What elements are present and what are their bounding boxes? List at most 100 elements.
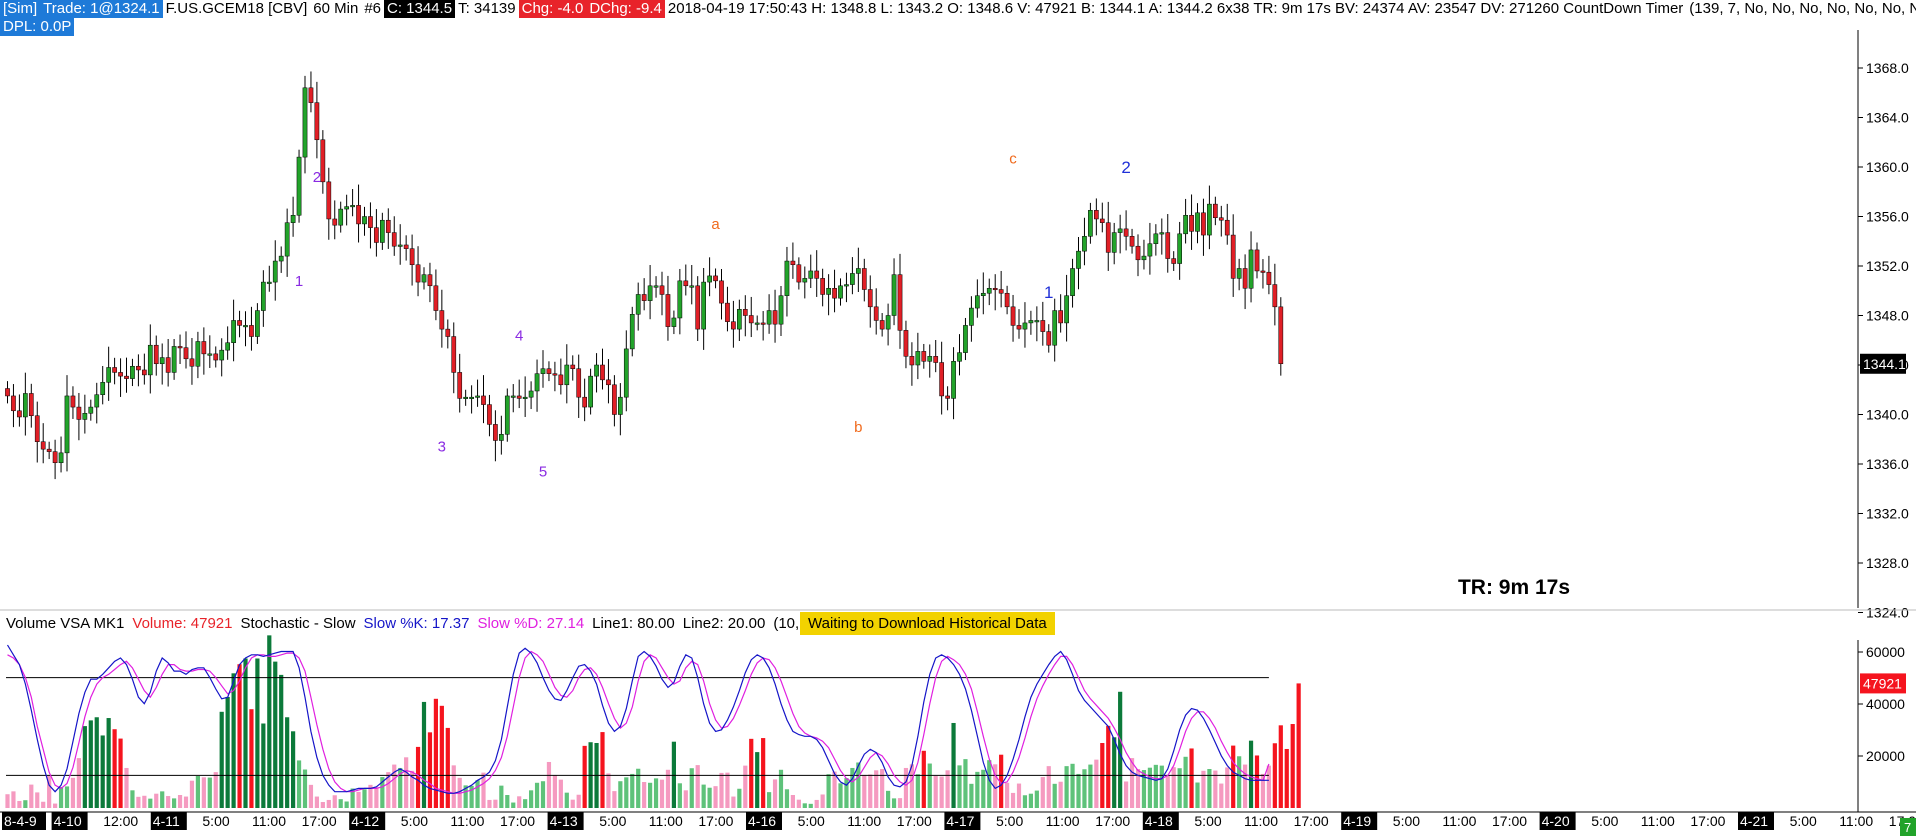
volume-bar xyxy=(1082,769,1087,808)
volume-bar xyxy=(225,696,230,808)
candle-up xyxy=(255,310,260,337)
candle-down xyxy=(326,181,332,220)
candle-up xyxy=(1183,215,1188,235)
volume-bar xyxy=(112,729,117,808)
candle-up xyxy=(689,285,695,288)
candle-down xyxy=(695,285,701,330)
candle-up xyxy=(64,395,70,454)
candle-up xyxy=(969,307,974,326)
price-axis-label: 1324.0 xyxy=(1866,605,1909,621)
volume-bar xyxy=(517,796,522,808)
corner-box xyxy=(1900,818,1916,836)
volume-bar xyxy=(1005,782,1010,808)
candle-up xyxy=(1034,320,1040,323)
candle-up xyxy=(362,216,367,225)
wave-label: b xyxy=(854,419,862,436)
candle-up xyxy=(826,288,831,295)
time-axis-label: 17:00 xyxy=(1294,813,1329,829)
volume-bar xyxy=(523,799,528,808)
candle-down xyxy=(516,395,522,399)
candle-down xyxy=(1129,236,1135,247)
volume-bar xyxy=(844,778,849,808)
last-price-tag xyxy=(1860,353,1906,374)
candle-up xyxy=(261,281,266,311)
candle-down xyxy=(546,368,552,374)
candle-up xyxy=(272,260,278,283)
candle-down xyxy=(70,395,76,408)
stats-line: 2018-04-19 17:50:43 H: 1348.8 L: 1343.2 … xyxy=(667,0,1684,17)
volume-bar xyxy=(695,765,700,808)
volume-bar xyxy=(707,787,712,808)
volume-bar xyxy=(17,800,22,808)
volume-bar xyxy=(1016,783,1022,808)
volume-bar xyxy=(868,774,873,808)
candle-up xyxy=(754,322,760,325)
volume-bar xyxy=(231,673,236,808)
price-axis-label: 1340.0 xyxy=(1866,407,1909,423)
interval-label: 60 Min xyxy=(313,0,359,17)
candle-down xyxy=(46,448,52,452)
candle-down xyxy=(820,278,825,295)
volume-bar xyxy=(1028,793,1033,808)
volume-bar xyxy=(5,794,10,808)
volume-bar xyxy=(1153,764,1158,808)
volume-bar xyxy=(404,757,409,808)
candle-down xyxy=(933,356,939,363)
volume-bar xyxy=(665,769,671,808)
price-axis-label: 1356.0 xyxy=(1866,209,1909,225)
candle-down xyxy=(487,404,492,425)
volume-bar xyxy=(243,658,248,808)
candle-down xyxy=(136,365,141,371)
volume-bar xyxy=(951,722,956,808)
candle-down xyxy=(40,441,46,450)
candle-down xyxy=(903,330,909,357)
stoch-study-name: Stochastic - Slow xyxy=(240,615,356,632)
volume-bar xyxy=(683,790,688,808)
candle-down xyxy=(1016,325,1022,330)
volume-bar xyxy=(1254,755,1260,808)
volume-bar xyxy=(41,801,46,808)
candle-up xyxy=(380,219,385,243)
candle-down xyxy=(189,358,195,367)
corner-label: 7 xyxy=(1904,820,1911,835)
volume-bar xyxy=(1219,783,1224,808)
candle-up xyxy=(1028,320,1034,324)
candle-up xyxy=(243,325,248,328)
waiting-download-notice: Waiting to Download Historical Data xyxy=(800,612,1055,635)
volume-bar xyxy=(1159,765,1164,808)
candle-up xyxy=(1082,236,1087,252)
candle-down xyxy=(731,321,736,330)
volume-bar xyxy=(778,769,784,808)
volume-bar xyxy=(945,770,950,808)
volume-bar xyxy=(1106,725,1111,808)
volume-bar xyxy=(433,698,438,808)
candle-down xyxy=(1046,331,1052,346)
volume-bar xyxy=(154,793,159,808)
candle-up xyxy=(594,364,599,377)
date-box xyxy=(150,812,187,830)
candle-down xyxy=(552,373,558,376)
candle-up xyxy=(1111,232,1117,253)
volume-bar xyxy=(130,790,135,808)
volume-bar xyxy=(1070,763,1075,808)
candle-up xyxy=(94,394,100,408)
candle-up xyxy=(344,206,349,210)
candle-up xyxy=(100,382,106,395)
candle-down xyxy=(772,310,778,325)
candle-down xyxy=(118,372,123,377)
candle-down xyxy=(1094,210,1099,220)
time-axis-label: 5:00 xyxy=(202,813,229,829)
volume-bar xyxy=(1040,777,1045,808)
candle-up xyxy=(1177,233,1183,264)
candle-down xyxy=(992,288,998,291)
candle-down xyxy=(1278,306,1284,365)
candle-down xyxy=(153,344,159,365)
candle-up xyxy=(528,390,534,398)
volume-bar xyxy=(439,705,444,808)
volume-bar xyxy=(909,764,914,808)
candle-up xyxy=(766,310,772,325)
candle-up xyxy=(510,395,516,398)
volume-bar xyxy=(148,798,153,808)
volume-bar xyxy=(570,799,575,808)
